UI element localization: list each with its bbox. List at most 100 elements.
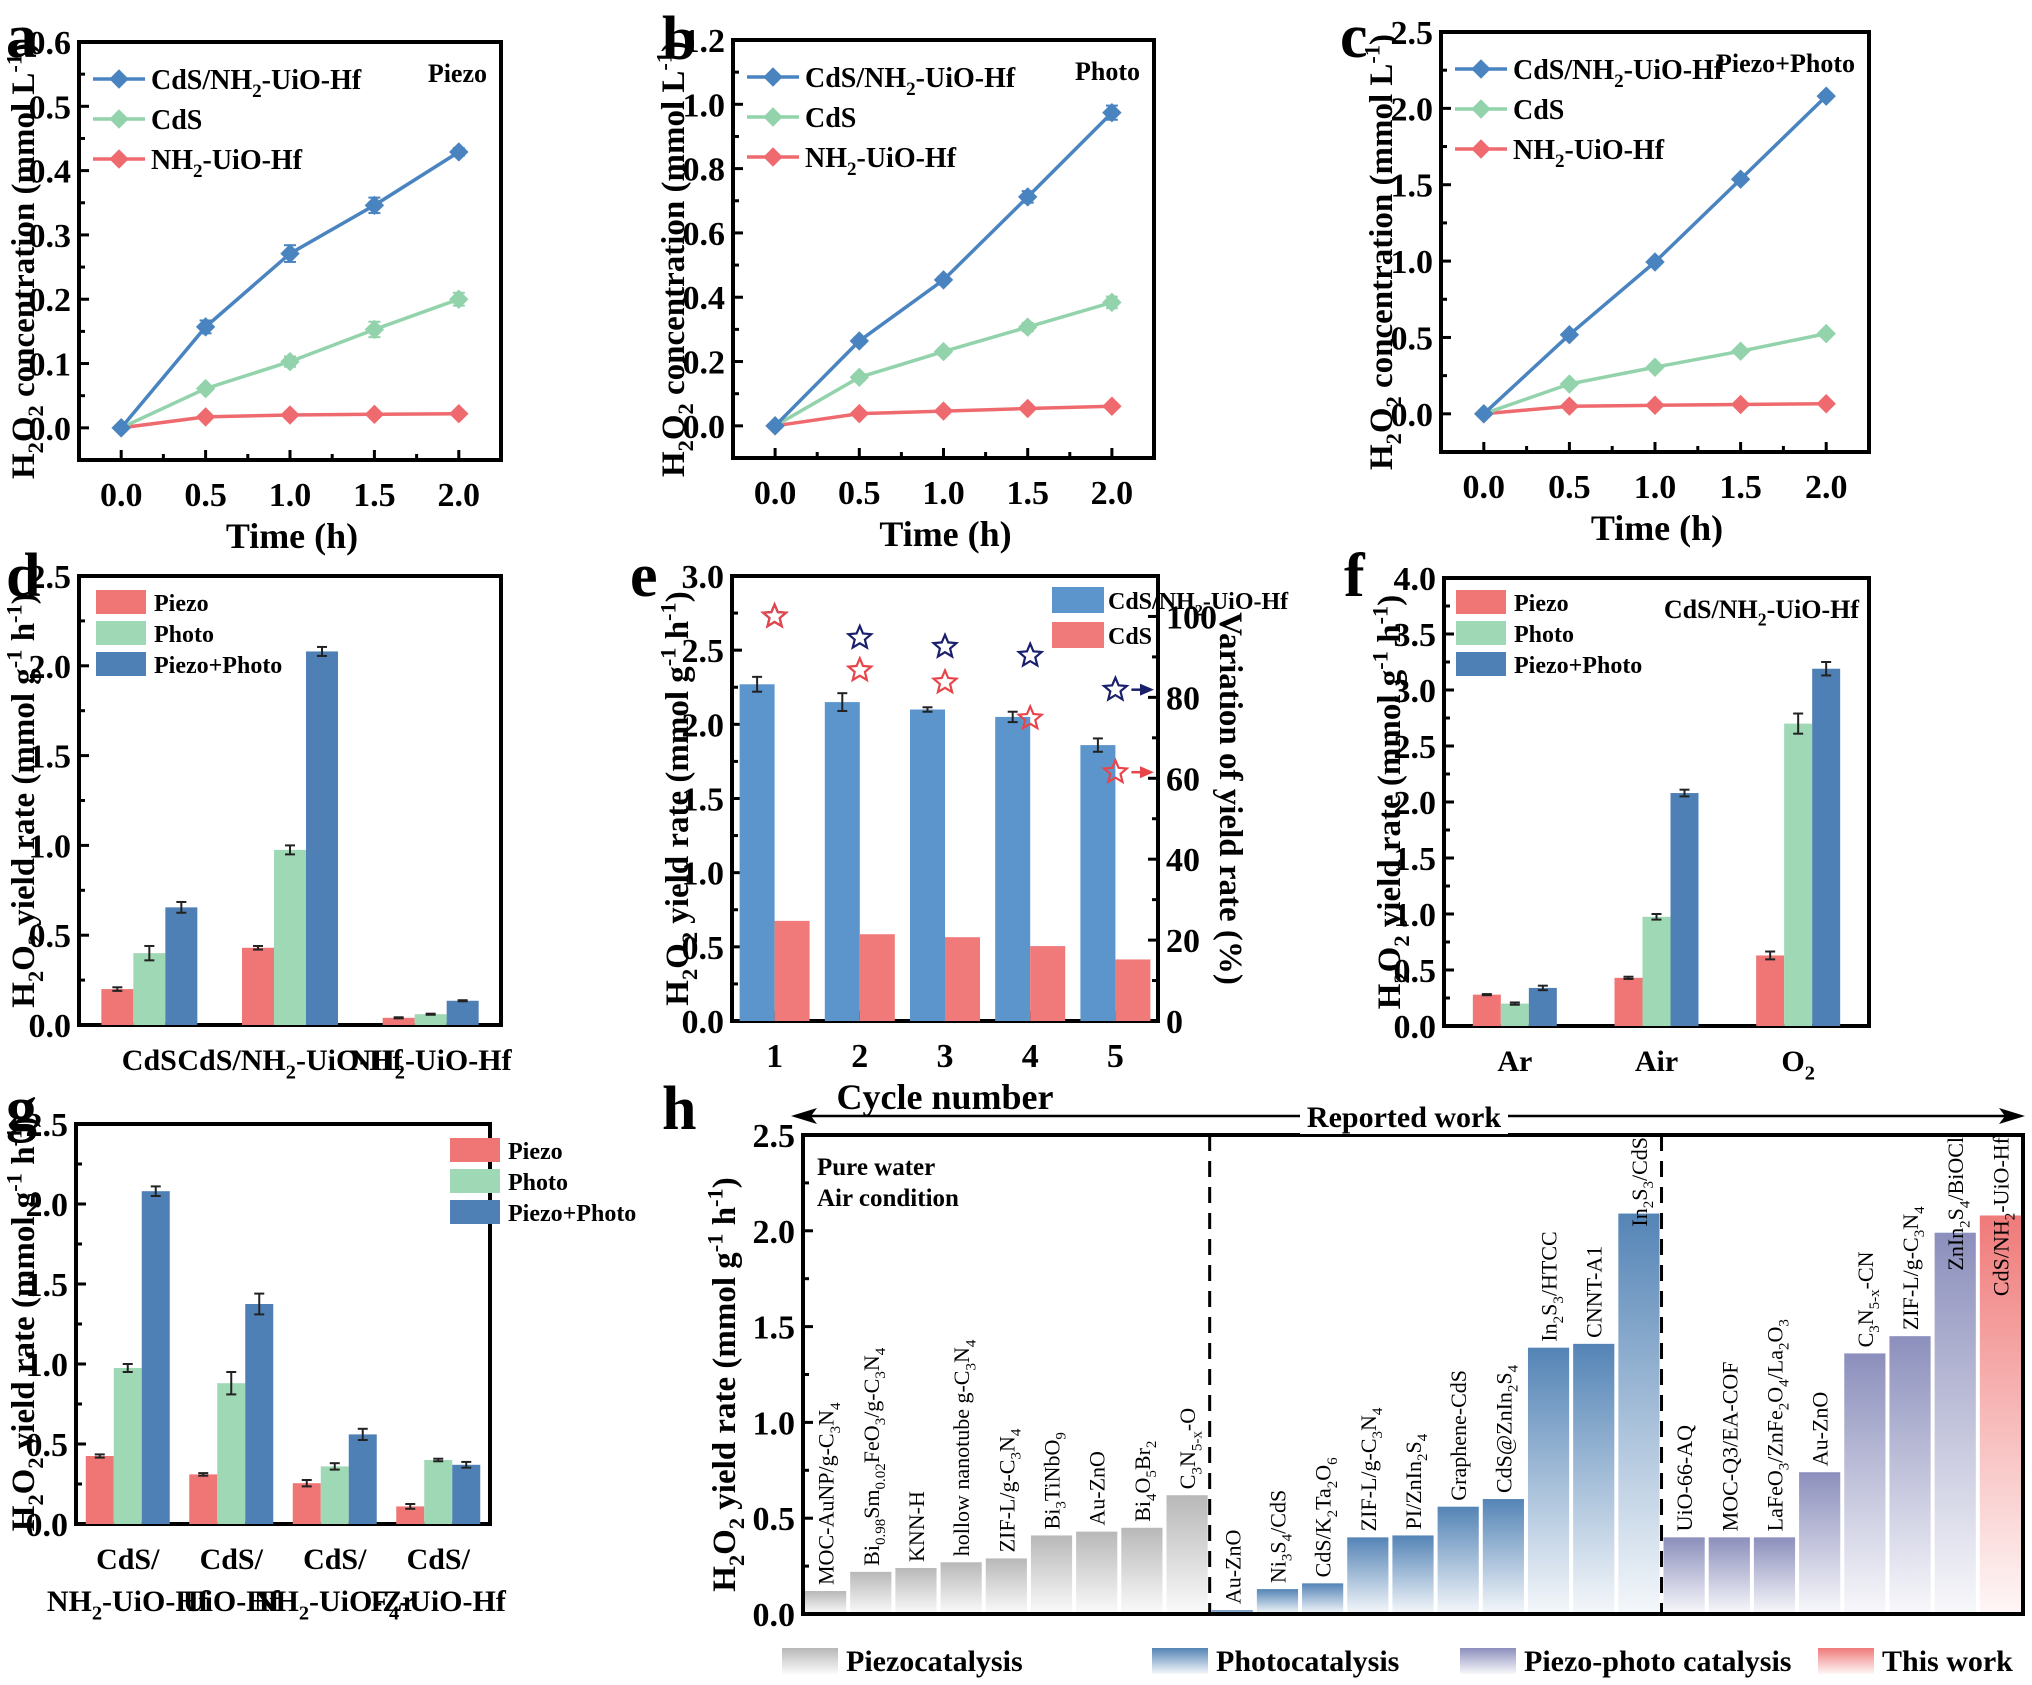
- condition-annotation: Piezo+Photo: [1716, 49, 1855, 78]
- bar-piezo: [292, 1483, 321, 1524]
- bar-label: ZIF-L/g-C3N4: [994, 1428, 1024, 1552]
- panel-letter-c: c: [1340, 3, 1368, 71]
- y-axis-label: H2O2 yield rate (mmol g-1 h-1): [1368, 595, 1415, 1009]
- x-tick-label: 3: [937, 1038, 954, 1075]
- bar-photo: [1784, 723, 1813, 1026]
- y-tick-label: 2.0: [29, 649, 72, 686]
- bar-reported: [1527, 1347, 1570, 1614]
- legend-item: NH2-UiO-Hf: [747, 143, 957, 180]
- legend-item: CdS/NH2-UiO-Hf: [93, 65, 362, 102]
- y-tick-label: 2.5: [29, 559, 72, 596]
- x-tick-label: 1.5: [1719, 469, 1762, 506]
- x-category-label: NH2-UiO-Hf: [350, 1044, 513, 1083]
- bar-reported: [1573, 1343, 1615, 1614]
- bar-reported: [805, 1591, 847, 1614]
- x-tick-label: 2: [851, 1038, 868, 1075]
- bar-label: Bi0.98Sm0.02FeO3/g-C3N4: [859, 1347, 889, 1566]
- y-tick-label: 0.6: [29, 25, 72, 62]
- data-point: [111, 418, 131, 438]
- legend-item: NH2-UiO-Hf: [93, 145, 303, 182]
- bar-label: Au-ZnO: [1220, 1530, 1245, 1605]
- y-axis-label: H2O2 yield rate (mmol g-1 h-1): [2, 593, 49, 1007]
- error-bar: [317, 645, 327, 657]
- legend-label: CdS: [151, 105, 202, 136]
- legend-label: Piezo+Photo: [154, 653, 282, 679]
- legend-item: Piezo-photo catalysis: [1460, 1645, 1791, 1678]
- variation-star: [1101, 674, 1130, 702]
- data-point: [1017, 398, 1038, 419]
- x-tick-label: 0.5: [184, 477, 227, 514]
- x-category-label: O2: [1781, 1045, 1815, 1084]
- error-bar: [1481, 993, 1492, 997]
- bar-label: CdS/NH2-UiO-Hf: [1988, 1136, 2018, 1296]
- chart-title: Reported work: [1307, 1101, 1501, 1134]
- x-tick-label: 5: [1107, 1038, 1124, 1075]
- legend-item: Piezo+Photo: [1456, 652, 1642, 679]
- bar-label: MOC-AuNP/g-C3N4: [814, 1402, 844, 1585]
- x-category-label: CdS/: [96, 1543, 160, 1576]
- bar-reported: [1663, 1537, 1705, 1614]
- bar-label: ZIF-L/g-C3N4: [1356, 1407, 1386, 1531]
- y-axis-label: H2O2 concentration (mmol L-1): [1360, 34, 1407, 470]
- data-point: [449, 289, 469, 309]
- y-tick-label: 0.5: [1391, 320, 1434, 357]
- x-axis-label: Time (h): [1591, 508, 1723, 548]
- bar-reported: [1482, 1499, 1524, 1614]
- legend-item: CdS: [93, 105, 202, 136]
- data-point: [1816, 323, 1836, 344]
- x-tick-label: 0.5: [1548, 469, 1591, 506]
- condition-annotation: Piezo: [428, 59, 487, 88]
- bar-reported: [985, 1558, 1027, 1614]
- panel-f: 0.0 0.5 1.0 1.5 2.0 2.5 3.0 3.5 4.0 Ar Air O2 H2O2 y…: [1368, 561, 1871, 1084]
- x-tick-label: 2.0: [1091, 475, 1134, 512]
- bar-label: Graphene-CdS: [1446, 1370, 1471, 1501]
- panel-letter-h: h: [662, 1075, 697, 1143]
- panel-a: 0.0 0.1 0.2 0.3 0.4 0.5 0.6 0.0 0.5 1.0 1.5 2.0 Time…: [2, 25, 503, 556]
- bar-reported: [1302, 1583, 1344, 1614]
- arrow-right-icon: [1999, 1108, 2025, 1124]
- legend-label: CdS/NH2-UiO-Hf: [805, 63, 1016, 100]
- y-tick-label: 1.5: [1394, 841, 1437, 878]
- y2-tick-label: 0: [1166, 1004, 1183, 1041]
- y-tick-label: 3.0: [682, 559, 725, 596]
- bar-piezo-photo: [141, 1191, 170, 1524]
- data-point: [1645, 395, 1665, 415]
- legend-swatch: [450, 1200, 500, 1224]
- error-bar: [357, 1427, 368, 1441]
- plot-frame: [801, 1133, 2025, 1616]
- legend-label: Photo: [1514, 622, 1574, 648]
- y-tick-label: 2.5: [682, 633, 725, 670]
- legend-item: Photocatalysis: [1152, 1645, 1399, 1678]
- legend-label: CdS/NH2-UiO-Hf: [1513, 55, 1724, 92]
- y-tick-label: 2.5: [26, 1107, 69, 1144]
- series-cds-nh2-uio-hf: [1474, 86, 1836, 424]
- x-tick-label: 0.5: [838, 475, 881, 512]
- y-tick-label: 0.0: [1394, 1009, 1437, 1046]
- legend-item: Piezo: [1456, 590, 1569, 617]
- bar-reported: [1753, 1537, 1796, 1614]
- y-tick-label: 0.0: [683, 409, 726, 446]
- bar-label: In2S3/CdS: [1627, 1137, 1657, 1227]
- legend-swatch: [96, 590, 146, 614]
- legend-label: CdS: [1108, 624, 1152, 650]
- error-bar: [1821, 661, 1832, 677]
- error-bar: [94, 1453, 105, 1459]
- legend-item: CdS/NH2-UiO-Hf: [1455, 55, 1724, 92]
- x-axis-label: Time (h): [879, 514, 1011, 554]
- legend-swatch: [450, 1138, 500, 1162]
- data-point: [449, 403, 469, 424]
- legend-label: Photocatalysis: [1216, 1645, 1399, 1678]
- y-tick-label: 2.0: [1391, 91, 1434, 128]
- variation-star: [845, 655, 874, 683]
- bar-reported: [1979, 1215, 2021, 1614]
- legend-label: CdS/NH2-UiO-Hf: [1108, 589, 1289, 620]
- data-point: [1017, 317, 1038, 337]
- error-bar: [752, 675, 763, 693]
- legend-label: Piezo: [1514, 591, 1569, 617]
- variation-star: [760, 601, 789, 629]
- y-axis-label: H2O2 concentration (mmol L-1): [2, 43, 49, 479]
- condition-annotation: CdS/NH2-UiO-Hf: [1664, 595, 1860, 629]
- legend-label: Piezo: [154, 591, 209, 617]
- title-backdrop: [1300, 1098, 1508, 1134]
